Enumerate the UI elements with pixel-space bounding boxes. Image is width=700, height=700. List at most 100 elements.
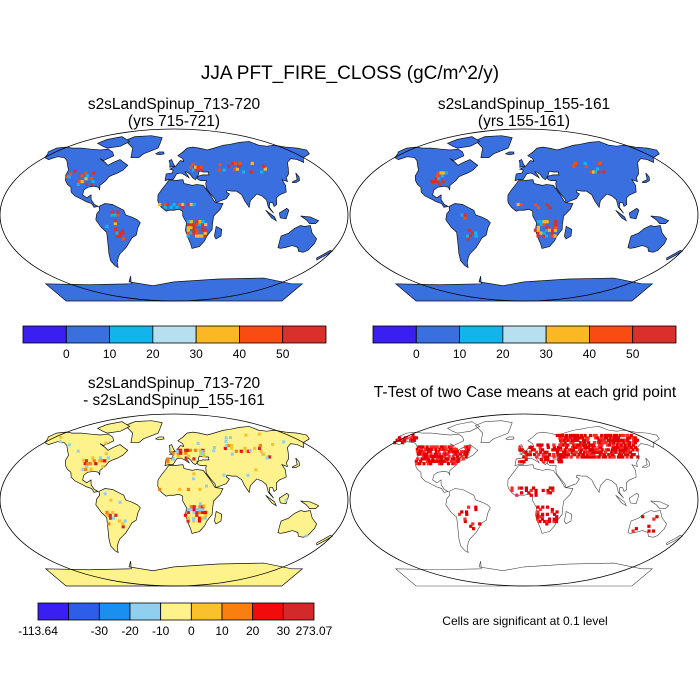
data-cell xyxy=(100,459,104,463)
data-cell xyxy=(443,459,447,463)
data-cell xyxy=(565,455,569,459)
data-cell xyxy=(239,449,243,453)
data-cell xyxy=(437,450,441,454)
data-cell xyxy=(577,453,581,457)
data-cell xyxy=(284,498,288,502)
data-cell xyxy=(440,462,444,466)
data-cell xyxy=(478,522,482,526)
data-cell xyxy=(576,433,580,438)
colorbar-box xyxy=(129,602,162,621)
data-cell xyxy=(591,170,596,174)
data-cell xyxy=(436,171,441,175)
data-cell xyxy=(202,504,206,508)
data-cell xyxy=(604,455,608,459)
data-cell xyxy=(443,445,447,449)
land-polygon xyxy=(214,510,223,525)
colorbar-box xyxy=(221,602,254,621)
data-cell xyxy=(193,448,198,452)
data-cell xyxy=(612,448,617,452)
data-cell xyxy=(635,438,640,442)
data-cell xyxy=(442,452,446,456)
data-cell xyxy=(555,510,559,514)
data-cell xyxy=(64,175,69,179)
data-cell xyxy=(411,433,415,438)
data-cell xyxy=(446,457,450,461)
data-cell xyxy=(451,450,455,454)
data-cell xyxy=(423,447,428,451)
data-cell xyxy=(536,231,540,235)
data-cell xyxy=(632,453,636,457)
data-cell xyxy=(576,443,580,447)
data-cell xyxy=(627,443,632,447)
data-cell xyxy=(536,225,540,230)
data-cell xyxy=(610,438,615,442)
data-cell xyxy=(613,433,617,438)
data-cell xyxy=(604,448,608,452)
data-cell xyxy=(67,175,71,179)
data-cell xyxy=(94,462,98,466)
data-cell xyxy=(115,231,119,235)
data-cell xyxy=(572,433,576,438)
data-cell xyxy=(203,228,208,232)
data-cell xyxy=(189,222,193,227)
data-cell xyxy=(200,452,204,456)
data-cell xyxy=(619,443,624,447)
data-cell xyxy=(546,505,550,509)
data-cell xyxy=(468,228,472,232)
data-cell xyxy=(446,462,451,466)
data-cell xyxy=(464,447,469,451)
land-polygon xyxy=(445,488,491,554)
data-cell xyxy=(439,171,443,175)
data-cell xyxy=(571,445,575,450)
data-cell xyxy=(189,202,193,207)
data-cell xyxy=(596,441,600,445)
data-cell xyxy=(85,464,89,469)
data-cell xyxy=(98,456,103,460)
data-cell xyxy=(304,534,308,538)
land-polygon xyxy=(265,494,278,507)
data-cell xyxy=(237,164,241,168)
data-cell xyxy=(77,179,82,184)
land-polygon xyxy=(615,209,628,222)
data-cell xyxy=(562,453,566,457)
colorbar-box xyxy=(282,325,327,344)
data-cell xyxy=(603,438,607,442)
data-cell xyxy=(602,453,607,457)
data-cell xyxy=(110,210,114,214)
data-cell xyxy=(417,445,421,449)
data-cell xyxy=(545,522,549,526)
data-cell xyxy=(122,237,126,241)
colorbar-tick-label: 30 xyxy=(277,624,291,638)
land-polygon xyxy=(291,457,300,468)
data-cell xyxy=(569,441,573,445)
data-cell xyxy=(227,164,231,168)
data-cell xyxy=(186,220,191,224)
data-cell xyxy=(192,457,196,461)
data-cell xyxy=(465,452,469,456)
data-cell xyxy=(195,510,199,515)
data-cell xyxy=(587,450,591,454)
data-cell xyxy=(92,459,96,463)
data-cell xyxy=(435,179,440,184)
data-cell xyxy=(171,457,175,461)
data-cell xyxy=(426,462,431,466)
colorbar-tick-label: 10 xyxy=(215,624,229,638)
data-cell xyxy=(469,524,473,528)
data-cell xyxy=(218,162,222,166)
data-cell xyxy=(528,450,532,454)
data-cell xyxy=(592,453,596,457)
data-cell xyxy=(616,438,620,442)
data-cell xyxy=(444,171,448,175)
land-polygon xyxy=(564,511,573,525)
data-cell xyxy=(552,445,556,450)
data-cell xyxy=(265,456,269,460)
data-cell xyxy=(563,448,567,452)
data-cell xyxy=(533,228,538,232)
land-polygon xyxy=(265,209,278,222)
data-cell xyxy=(551,448,555,452)
land-polygon xyxy=(641,172,650,183)
data-cell xyxy=(558,443,562,447)
data-cell xyxy=(546,491,550,495)
data-cell xyxy=(225,443,229,448)
data-cell xyxy=(572,443,576,447)
